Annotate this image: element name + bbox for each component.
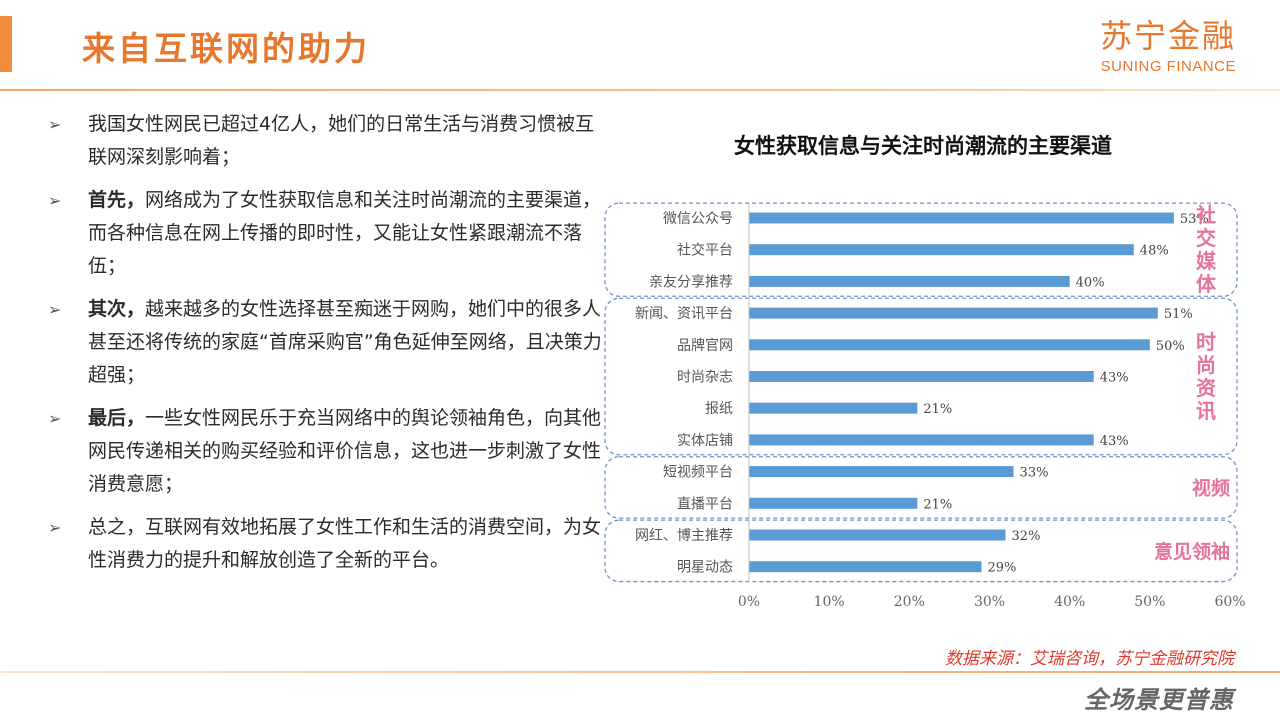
category-label: 报纸 [705, 401, 733, 417]
bullet-lead: 其次， [88, 298, 146, 320]
value-label: 32% [1012, 529, 1041, 544]
arrow-bullet-icon: ➢ [48, 409, 62, 428]
bullet-text: 我国女性网民已超过4亿人，她们的日常生活与消费习惯被互联网深刻影响着； [88, 113, 595, 168]
arrow-bullet-icon: ➢ [48, 518, 62, 537]
x-tick-label: 40% [1054, 594, 1085, 610]
chart-title: 女性获取信息与关注时尚潮流的主要渠道 [734, 134, 1112, 158]
category-label: 新闻、资讯平台 [635, 306, 733, 322]
category-label: 网红、博主推荐 [635, 527, 733, 544]
category-label: 品牌官网 [677, 337, 733, 354]
category-label: 短视频平台 [663, 465, 733, 481]
page-title: 来自互联网的助力 [82, 29, 370, 68]
bullet-text: 一些女性网民乐于充当网络中的舆论领袖角色，向其他网民传递相关的购买经验和评价信息… [88, 407, 602, 495]
group-frame [604, 519, 1238, 583]
category-label: 社交平台 [677, 242, 733, 259]
x-tick-label: 30% [974, 594, 1005, 610]
value-label: 40% [1076, 275, 1105, 290]
category-label: 时尚杂志 [677, 370, 733, 386]
category-label: 实体店铺 [677, 433, 733, 449]
x-tick-label: 20% [894, 594, 925, 610]
footer-divider [0, 671, 1280, 673]
bullet-item: ➢ 最后，一些女性网民乐于充当网络中的舆论领袖角色，向其他网民传递相关的购买经验… [48, 402, 604, 501]
value-label: 53% [1180, 212, 1209, 227]
bar [749, 466, 1014, 478]
arrow-bullet-icon: ➢ [48, 115, 62, 134]
bullet-text: 总之，互联网有效地拓展了女性工作和生活的消费空间，为女性消费力的提升和解放创造了… [88, 516, 602, 571]
header: 来自互联网的助力 苏宁金融 SUNING FINANCE [0, 0, 1280, 92]
bullet-text: 越来越多的女性选择甚至痴迷于网购，她们中的很多人甚至还将传统的家庭“首席采购官”… [88, 298, 602, 386]
bar [749, 212, 1174, 224]
bullet-list: ➢ 我国女性网民已超过4亿人，她们的日常生活与消费习惯被互联网深刻影响着； ➢ … [48, 108, 604, 587]
bullet-item: ➢ 首先，网络成为了女性获取信息和关注时尚潮流的主要渠道，而各种信息在网上传播的… [48, 184, 604, 283]
bar-chart: 微信公众号 53% 社交平台 48% 亲友分享推荐 40% 新闻、资讯平台 51% 品牌官网 50… [604, 202, 1246, 610]
x-tick-label: 50% [1134, 594, 1165, 610]
bar [749, 275, 1070, 287]
bar [749, 307, 1158, 319]
arrow-bullet-icon: ➢ [48, 191, 62, 210]
group-label: 意见领袖 [1154, 540, 1230, 563]
bar [749, 561, 982, 573]
title-divider [0, 89, 1280, 91]
value-label: 43% [1100, 434, 1129, 449]
brand-name-cn: 苏宁金融 [1099, 17, 1236, 55]
bullet-item: ➢ 总之，互联网有效地拓展了女性工作和生活的消费空间，为女性消费力的提升和解放创… [48, 511, 604, 577]
bar [749, 497, 918, 509]
value-label: 21% [923, 402, 952, 417]
value-label: 21% [923, 497, 952, 512]
bar [749, 434, 1094, 446]
group-label: 时尚资讯 [1196, 330, 1216, 423]
bullet-lead: 最后， [88, 407, 146, 429]
bullet-lead: 首先， [88, 189, 146, 211]
value-label: 43% [1100, 371, 1129, 386]
x-tick-label: 10% [814, 594, 845, 610]
group-frame [604, 297, 1238, 456]
bar [749, 244, 1134, 256]
bar [749, 339, 1150, 351]
category-label: 直播平台 [677, 495, 733, 512]
bullet-item: ➢ 其次，越来越多的女性选择甚至痴迷于网购，她们中的很多人甚至还将传统的家庭“首… [48, 293, 604, 392]
bar [749, 529, 1006, 541]
category-label: 亲友分享推荐 [649, 273, 733, 290]
value-label: 29% [987, 561, 1016, 576]
footer-slogan: 全场景更普惠 [1084, 686, 1234, 714]
group-frame [604, 202, 1238, 297]
group-frame [604, 456, 1238, 519]
value-label: 50% [1156, 339, 1185, 354]
value-label: 51% [1164, 307, 1193, 322]
title-accent-bar [0, 16, 12, 72]
bar [749, 371, 1094, 382]
x-tick-label: 60% [1214, 594, 1245, 610]
brand-name-en: SUNING FINANCE [1100, 58, 1236, 75]
value-label: 33% [1020, 466, 1049, 481]
x-tick-label: 0% [738, 594, 760, 610]
brand-logo: 苏宁金融 SUNING FINANCE [1100, 18, 1236, 75]
group-label: 视频 [1192, 476, 1230, 499]
source-note: 数据来源：艾瑞咨询，苏宁金融研究院 [945, 649, 1234, 669]
bar [749, 402, 918, 414]
group-label: 社交媒体 [1195, 203, 1217, 296]
bullet-item: ➢ 我国女性网民已超过4亿人，她们的日常生活与消费习惯被互联网深刻影响着； [48, 108, 604, 174]
category-label: 微信公众号 [663, 211, 733, 227]
value-label: 48% [1140, 244, 1169, 259]
category-label: 明星动态 [677, 560, 733, 576]
arrow-bullet-icon: ➢ [48, 300, 62, 319]
bullet-text: 网络成为了女性获取信息和关注时尚潮流的主要渠道，而各种信息在网上传播的即时性，又… [88, 189, 602, 277]
